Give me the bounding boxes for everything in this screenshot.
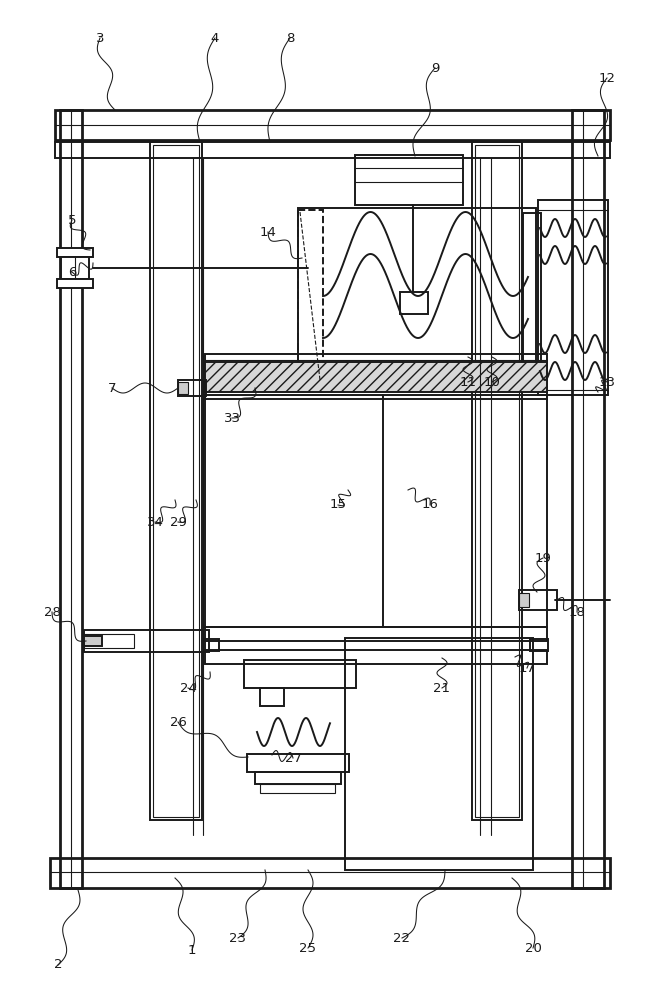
Bar <box>572 110 604 888</box>
Bar <box>345 638 533 870</box>
Text: 20: 20 <box>525 942 542 954</box>
Bar <box>260 784 335 793</box>
Text: 27: 27 <box>284 752 301 764</box>
Text: 26: 26 <box>170 716 187 728</box>
Text: 24: 24 <box>179 682 196 694</box>
Text: 18: 18 <box>569 605 586 618</box>
Bar <box>475 145 519 817</box>
Bar <box>530 639 548 651</box>
Bar <box>355 155 463 205</box>
Bar <box>60 110 82 888</box>
Text: 19: 19 <box>534 552 552 564</box>
Bar <box>205 639 219 651</box>
Bar <box>84 634 134 648</box>
Text: 1: 1 <box>188 944 196 956</box>
Bar <box>61 257 89 279</box>
Bar <box>57 248 93 257</box>
Bar <box>205 650 547 664</box>
Bar <box>247 754 349 772</box>
Text: 6: 6 <box>68 265 76 278</box>
Text: 21: 21 <box>434 682 451 694</box>
Bar <box>472 142 522 820</box>
Bar <box>298 208 536 386</box>
Text: 25: 25 <box>299 942 316 954</box>
Text: 3: 3 <box>96 31 104 44</box>
Bar <box>519 590 557 610</box>
Bar <box>244 660 356 688</box>
Text: 5: 5 <box>67 214 76 227</box>
Text: 17: 17 <box>519 662 536 674</box>
Bar <box>523 213 541 383</box>
Bar <box>57 279 93 288</box>
Text: 14: 14 <box>259 226 276 238</box>
Bar <box>298 210 323 384</box>
Text: 33: 33 <box>223 412 240 424</box>
Bar <box>260 688 284 706</box>
Text: 2: 2 <box>54 958 62 972</box>
Text: 11: 11 <box>460 375 476 388</box>
Text: 16: 16 <box>422 498 438 512</box>
Bar <box>205 627 547 641</box>
Bar <box>84 630 209 652</box>
Bar <box>205 354 547 399</box>
Text: 13: 13 <box>599 375 616 388</box>
Text: 15: 15 <box>329 498 346 512</box>
Text: 29: 29 <box>170 516 187 528</box>
Bar <box>205 395 547 627</box>
Text: 9: 9 <box>431 62 440 75</box>
Text: 4: 4 <box>211 31 219 44</box>
Text: 7: 7 <box>108 381 116 394</box>
Bar <box>178 382 188 394</box>
Text: 28: 28 <box>44 605 60 618</box>
Bar <box>205 362 547 392</box>
Bar <box>178 380 206 396</box>
Text: 23: 23 <box>229 932 246 944</box>
Text: 8: 8 <box>286 31 294 44</box>
Bar <box>519 593 529 607</box>
Bar <box>153 145 199 817</box>
Bar <box>400 292 428 314</box>
Bar <box>255 772 341 784</box>
Text: 12: 12 <box>599 72 616 85</box>
Bar <box>150 142 202 820</box>
Text: 22: 22 <box>394 932 411 944</box>
Bar <box>538 200 608 395</box>
Bar <box>55 142 610 158</box>
Text: 10: 10 <box>483 375 500 388</box>
Bar <box>50 858 610 888</box>
Bar <box>84 636 102 646</box>
Bar <box>55 110 610 140</box>
Text: 34: 34 <box>147 516 164 528</box>
